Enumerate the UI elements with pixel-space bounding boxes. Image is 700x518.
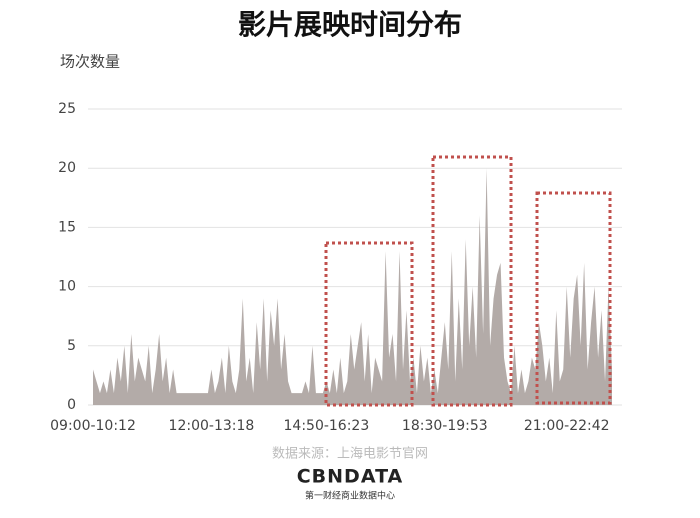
- y-tick-label: 25: [58, 101, 76, 117]
- brand-logo: CBNDATA: [297, 466, 404, 488]
- y-tick-label: 5: [67, 338, 76, 354]
- area: [93, 168, 612, 405]
- brand-subtitle: 第一财经商业数据中心: [305, 490, 395, 502]
- y-tick-label: 15: [58, 219, 76, 235]
- x-tick-label: 12:00-13:18: [169, 418, 255, 434]
- x-tick-label: 14:50-16:23: [284, 418, 370, 434]
- plot-area: 0 5 10 15 20 25 09:00-10:12 12:00-13:18 14:50-16…: [50, 101, 622, 434]
- x-tick-label: 09:00-10:12: [50, 418, 136, 434]
- highlight-box: [431, 155, 513, 407]
- source-note: 数据来源：上海电影节官网: [272, 446, 428, 462]
- y-axis-label: 场次数量: [60, 53, 120, 71]
- y-tick-label: 20: [58, 160, 76, 176]
- highlight-box: [324, 241, 414, 407]
- chart-title: 影片展映时间分布: [238, 8, 462, 41]
- y-tick-label: 0: [67, 397, 76, 413]
- y-tick-label: 10: [58, 279, 76, 295]
- highlight-boxes: [324, 155, 612, 407]
- x-tick-label: 18:30-19:53: [402, 418, 488, 434]
- highlight-box: [535, 191, 612, 405]
- x-tick-label: 21:00-22:42: [524, 418, 610, 434]
